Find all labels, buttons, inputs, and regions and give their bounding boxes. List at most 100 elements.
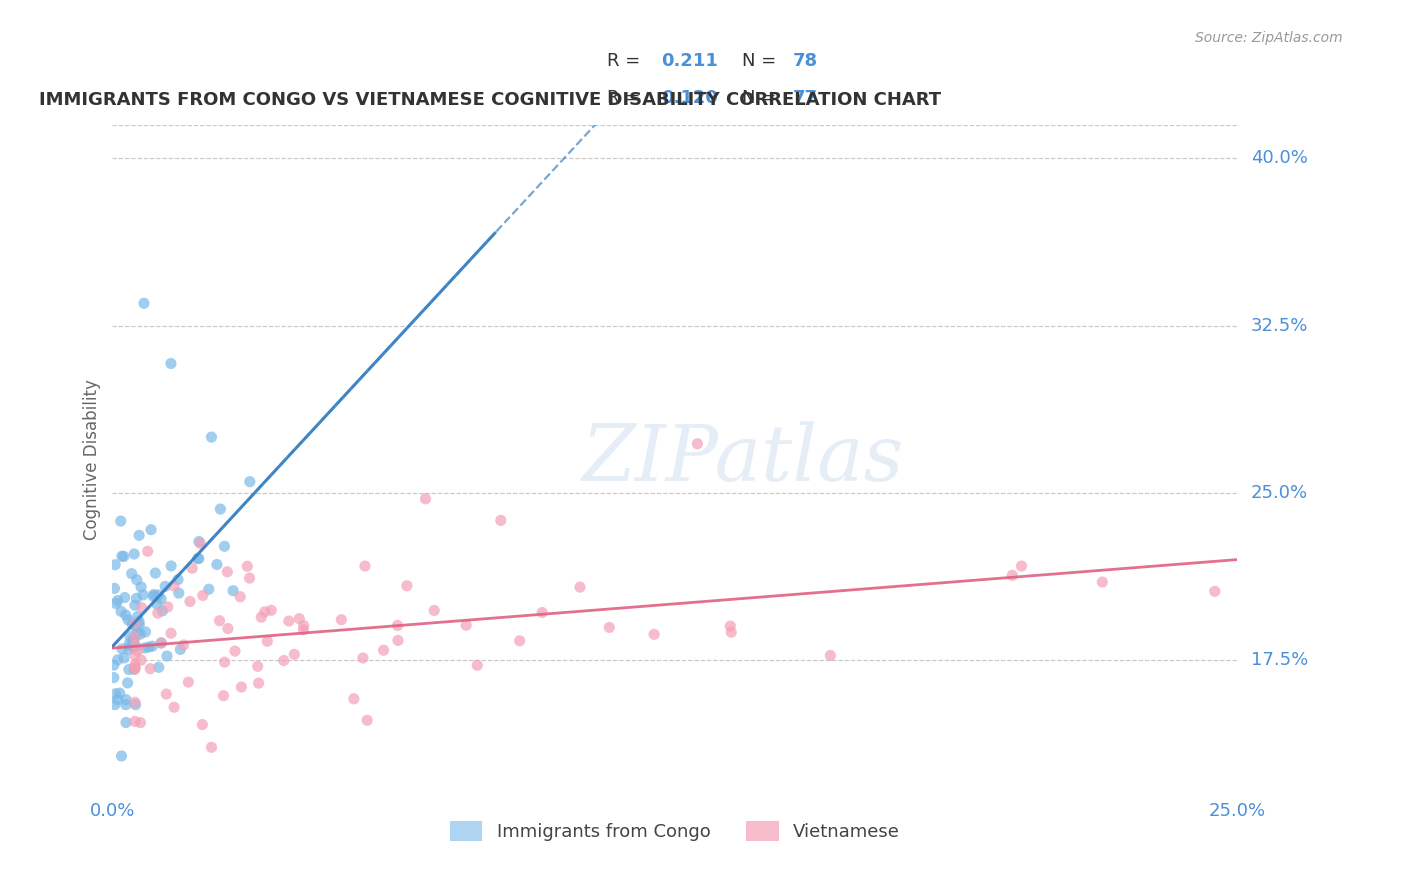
Text: R =: R = <box>607 53 647 70</box>
Point <box>107 692 129 706</box>
Point <box>148 660 170 674</box>
Point <box>124 695 146 709</box>
Point <box>146 606 169 620</box>
Point <box>153 579 176 593</box>
Text: 0.120: 0.120 <box>661 89 718 107</box>
Point <box>246 659 269 673</box>
Point <box>205 558 228 572</box>
Point <box>136 544 159 558</box>
Point <box>124 631 146 645</box>
Point <box>118 663 141 677</box>
Point <box>150 592 173 607</box>
Point <box>208 614 231 628</box>
Point <box>160 356 183 371</box>
Point <box>214 539 236 553</box>
Point <box>127 643 149 657</box>
Point <box>356 714 378 728</box>
Point <box>239 475 262 489</box>
Point <box>150 636 173 650</box>
Point <box>250 610 273 624</box>
Point <box>163 579 186 593</box>
Point <box>112 651 135 665</box>
Point <box>104 687 127 701</box>
Point <box>247 676 270 690</box>
Point <box>177 675 200 690</box>
Point <box>1091 575 1114 590</box>
Point <box>352 651 374 665</box>
Point <box>124 648 146 663</box>
Point <box>217 565 239 579</box>
Text: N =: N = <box>742 89 782 107</box>
Point <box>108 686 131 700</box>
Point <box>124 639 146 653</box>
Point <box>288 612 311 626</box>
Text: 0.211: 0.211 <box>661 53 718 70</box>
Point <box>820 648 842 663</box>
Point <box>229 590 252 604</box>
Point <box>1001 568 1024 582</box>
Point <box>163 700 186 714</box>
Point <box>124 619 146 633</box>
Point <box>143 566 166 580</box>
Point <box>256 634 278 648</box>
Point <box>104 597 127 611</box>
Point <box>191 717 214 731</box>
Point <box>167 573 190 587</box>
Point <box>292 623 315 637</box>
Point <box>423 603 446 617</box>
Point <box>343 691 366 706</box>
Point <box>292 618 315 632</box>
Text: 32.5%: 32.5% <box>1251 317 1308 334</box>
Text: ZIPatlas: ZIPatlas <box>581 421 904 498</box>
Point <box>152 604 174 618</box>
Text: 77: 77 <box>793 89 818 107</box>
Point <box>150 636 173 650</box>
Point <box>569 580 592 594</box>
Point <box>198 582 221 597</box>
Point <box>146 597 169 611</box>
Point <box>115 715 138 730</box>
Point <box>1204 584 1226 599</box>
Point <box>124 630 146 644</box>
Point <box>373 643 395 657</box>
Point <box>509 633 531 648</box>
Point <box>122 632 145 647</box>
Point <box>110 749 132 764</box>
Text: 78: 78 <box>793 53 818 70</box>
Text: Source: ZipAtlas.com: Source: ZipAtlas.com <box>1195 31 1343 45</box>
Point <box>129 580 152 594</box>
Point <box>489 513 512 527</box>
Point <box>531 606 554 620</box>
Point <box>155 687 177 701</box>
Point <box>110 604 132 618</box>
Point <box>354 559 377 574</box>
Point <box>121 566 143 581</box>
Point <box>112 549 135 564</box>
Point <box>114 591 136 605</box>
Point <box>125 591 148 606</box>
Point <box>160 558 183 573</box>
Point <box>134 640 156 655</box>
Text: N =: N = <box>742 53 782 70</box>
Point <box>222 583 245 598</box>
Text: R =: R = <box>607 89 647 107</box>
Point <box>114 698 136 712</box>
Point <box>190 536 212 550</box>
Point <box>598 620 620 634</box>
Legend: Immigrants from Congo, Vietnamese: Immigrants from Congo, Vietnamese <box>443 814 907 848</box>
Point <box>465 658 488 673</box>
Text: 17.5%: 17.5% <box>1251 651 1308 669</box>
Point <box>187 551 209 566</box>
Point <box>156 648 179 663</box>
Point <box>253 605 276 619</box>
Point <box>169 642 191 657</box>
Point <box>273 654 295 668</box>
Point <box>103 582 125 596</box>
Point <box>125 573 148 587</box>
Point <box>111 641 134 656</box>
Point <box>129 715 152 730</box>
Point <box>156 599 179 614</box>
Point <box>138 640 160 654</box>
Point <box>103 658 125 673</box>
Point <box>127 609 149 624</box>
